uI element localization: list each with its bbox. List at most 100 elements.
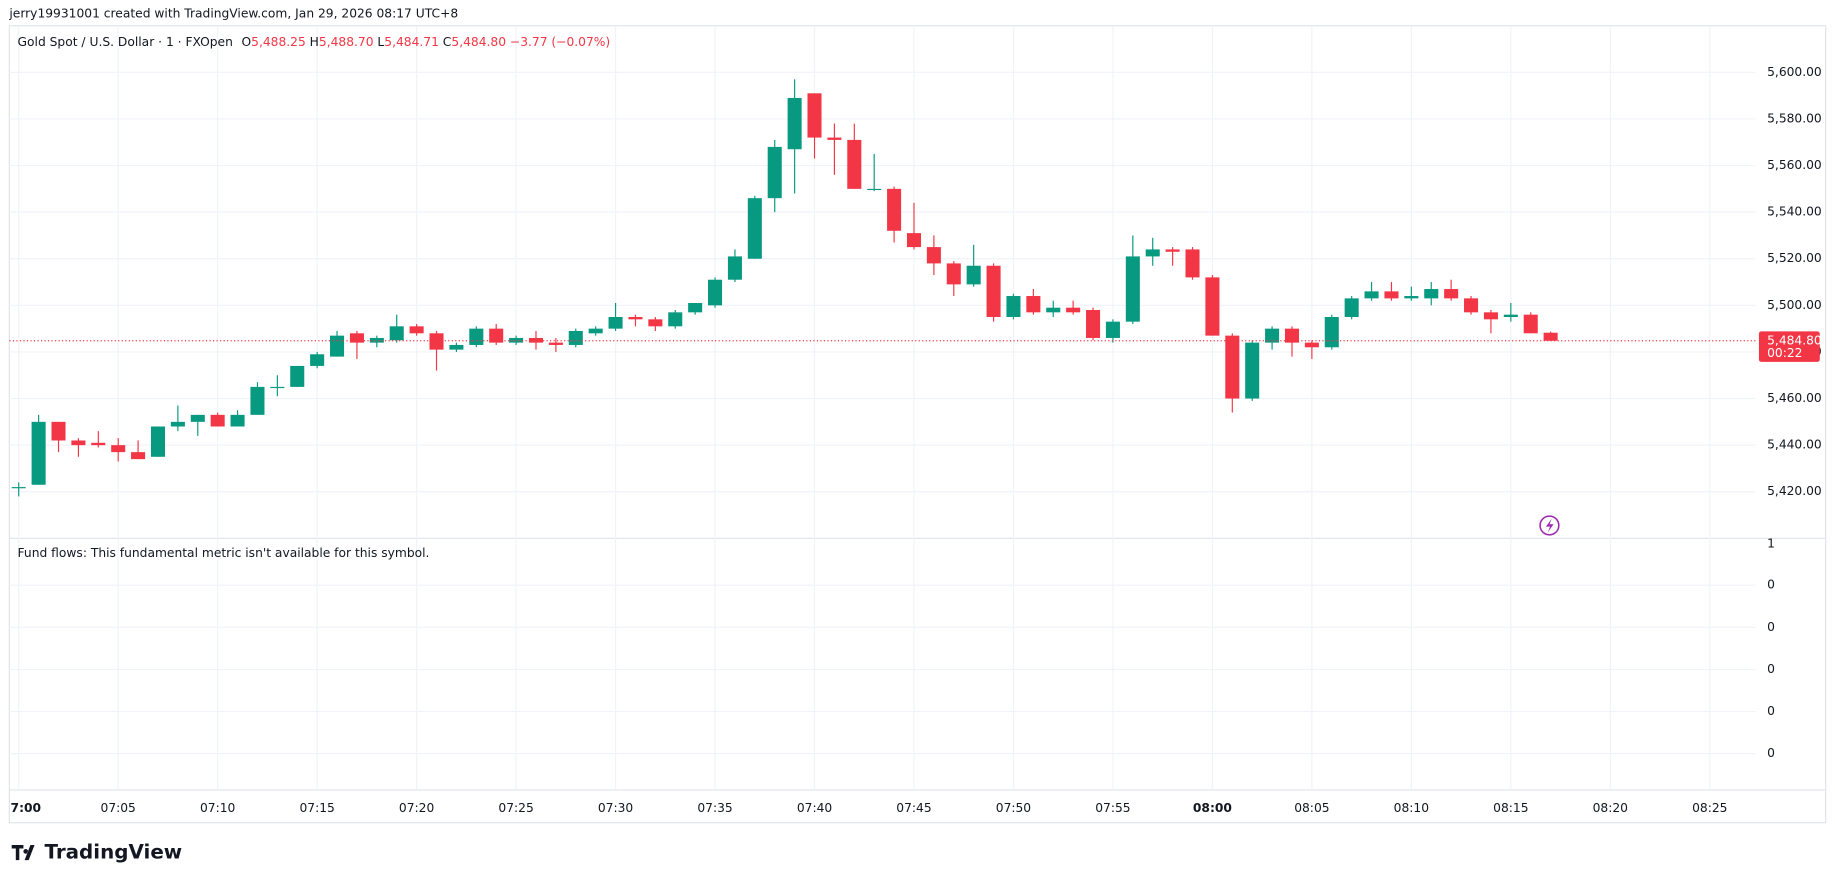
candle-body bbox=[827, 137, 842, 140]
x-tick-label: 07:55 bbox=[1095, 801, 1130, 815]
candle-body bbox=[150, 426, 166, 457]
candle-body bbox=[1066, 307, 1081, 313]
alert-icon[interactable] bbox=[1539, 515, 1560, 536]
candle-body bbox=[588, 328, 603, 334]
candle-body bbox=[1046, 307, 1061, 313]
candle-body bbox=[1105, 321, 1120, 338]
x-tick-label: 08:10 bbox=[1394, 801, 1429, 815]
lower-axis-label: 0 bbox=[1767, 578, 1775, 592]
candle-body bbox=[1324, 316, 1339, 348]
candle-body bbox=[1344, 298, 1359, 317]
candle-body bbox=[1225, 335, 1240, 399]
close-value: 5,484.80 bbox=[451, 35, 506, 49]
candle-body bbox=[489, 328, 504, 343]
candle-body bbox=[1364, 291, 1379, 299]
y-tick-label: 5,560.00 bbox=[1767, 158, 1822, 172]
candle-body bbox=[986, 265, 1001, 317]
candle-body bbox=[1464, 298, 1479, 313]
candle-body bbox=[1523, 314, 1538, 334]
candle-body bbox=[131, 452, 146, 460]
y-tick-label: 5,440.00 bbox=[1767, 438, 1822, 452]
candle-body bbox=[747, 198, 762, 259]
legend: Gold Spot / U.S. Dollar · 1 · FXOpen O5,… bbox=[18, 35, 611, 49]
header: jerry19931001 created with TradingView.c… bbox=[8, 7, 458, 21]
candle-body bbox=[867, 188, 882, 191]
candle-body bbox=[250, 386, 265, 415]
candle-body bbox=[648, 319, 663, 327]
last-price-label: 5,484.80 bbox=[1767, 333, 1822, 347]
close-label: C bbox=[443, 35, 452, 49]
candle-body bbox=[31, 421, 46, 485]
logo-text: TradingView bbox=[44, 841, 182, 864]
change: −3.77 (−0.07%) bbox=[510, 35, 610, 49]
x-tick-label: 07:25 bbox=[498, 801, 533, 815]
candle-body bbox=[1483, 312, 1498, 320]
candle-body bbox=[51, 421, 66, 441]
high-label: H bbox=[310, 35, 319, 49]
candle-body bbox=[210, 414, 225, 427]
x-tick-label: 07:05 bbox=[101, 801, 136, 815]
candle-body bbox=[1086, 310, 1101, 338]
x-tick-label: 08:20 bbox=[1593, 801, 1628, 815]
candle-body bbox=[469, 328, 484, 345]
candle-body bbox=[946, 263, 961, 285]
x-tick-label: 07:35 bbox=[697, 801, 732, 815]
x-tick-label: 07:50 bbox=[996, 801, 1031, 815]
candle-body bbox=[389, 326, 404, 341]
x-tick-label: 08:15 bbox=[1493, 801, 1528, 815]
lower-axis-label: 0 bbox=[1767, 746, 1775, 760]
grid bbox=[9, 25, 1756, 790]
x-tick-label: 07:40 bbox=[797, 801, 832, 815]
candle-body bbox=[1444, 289, 1459, 299]
y-tick-label: 5,600.00 bbox=[1767, 65, 1822, 79]
high-value: 5,488.70 bbox=[319, 35, 374, 49]
candle-body bbox=[548, 342, 563, 345]
lower-pane-note: Fund flows: This fundamental metric isn'… bbox=[18, 546, 430, 560]
candle-body bbox=[847, 139, 862, 189]
candle-body bbox=[608, 316, 623, 329]
logo: TradingView bbox=[11, 841, 182, 864]
candle-body bbox=[1245, 342, 1260, 399]
candle-body bbox=[190, 414, 205, 422]
x-tick-label: 07:20 bbox=[399, 801, 434, 815]
candle-body bbox=[170, 421, 185, 427]
alert-bolt bbox=[1545, 518, 1554, 533]
lower-axis-label: 1 bbox=[1767, 537, 1775, 551]
candle-body bbox=[568, 330, 583, 345]
candle-body bbox=[1265, 328, 1280, 343]
candle-body bbox=[708, 279, 723, 306]
open-value: 5,488.25 bbox=[251, 35, 306, 49]
candle-body bbox=[926, 247, 941, 264]
candle-body bbox=[1304, 342, 1319, 348]
lower-axis-label: 0 bbox=[1767, 704, 1775, 718]
x-tick-label: 08:05 bbox=[1294, 801, 1329, 815]
candle-body bbox=[449, 344, 464, 350]
candle-body bbox=[330, 335, 345, 357]
candle-body bbox=[1404, 296, 1419, 299]
y-tick-label: 5,520.00 bbox=[1767, 251, 1822, 265]
candle-body bbox=[1026, 296, 1041, 313]
x-tick-label: 07:15 bbox=[299, 801, 334, 815]
candle-body bbox=[369, 337, 384, 343]
y-tick-label: 5,540.00 bbox=[1767, 205, 1822, 219]
candle-body bbox=[628, 316, 643, 320]
x-tick-label: 08:25 bbox=[1692, 801, 1727, 815]
candle-body bbox=[727, 256, 742, 280]
y-tick-label: 5,580.00 bbox=[1767, 111, 1822, 125]
x-tick-label: 07:30 bbox=[598, 801, 633, 815]
candle-body bbox=[1543, 332, 1558, 341]
candle-body bbox=[349, 333, 364, 343]
candle-body bbox=[1125, 256, 1140, 322]
candle-body bbox=[807, 93, 822, 138]
candle-body bbox=[1384, 291, 1399, 299]
x-tick-label: 7:00 bbox=[11, 801, 42, 815]
candle-body bbox=[1006, 296, 1021, 317]
lower-axis-label: 0 bbox=[1767, 662, 1775, 676]
x-tick-label: 07:10 bbox=[200, 801, 235, 815]
lower-grid bbox=[9, 584, 1756, 755]
low-label: L bbox=[377, 35, 384, 49]
y-tick-label: 5,420.00 bbox=[1767, 484, 1822, 498]
candle-body bbox=[887, 188, 902, 231]
candle-body bbox=[1165, 249, 1180, 252]
